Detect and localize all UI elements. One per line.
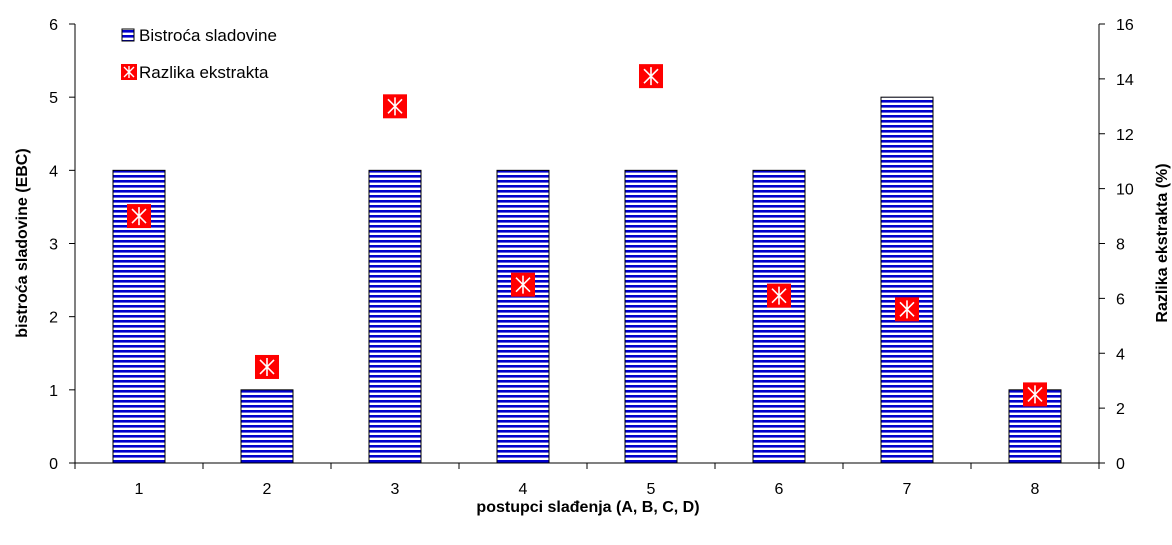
legend-label-markers: Razlika ekstrakta <box>139 63 269 82</box>
y-tick-label: 1 <box>49 383 58 400</box>
y-tick-label: 0 <box>49 456 58 473</box>
y2-tick-label: 4 <box>1116 346 1125 363</box>
y2-tick-label: 2 <box>1116 401 1125 418</box>
y-tick-label: 6 <box>49 17 58 34</box>
bar <box>368 169 422 464</box>
x-tick-label: 3 <box>391 481 400 498</box>
y-tick-label: 4 <box>49 163 58 180</box>
bar <box>880 96 934 464</box>
x-tick-label: 5 <box>647 481 656 498</box>
y2-tick-label: 8 <box>1116 237 1125 254</box>
bar <box>624 169 678 464</box>
legend: Bistroća sladovine Razlika ekstrakta <box>121 26 277 82</box>
data-point <box>895 297 919 322</box>
data-point <box>383 94 407 119</box>
x-tick-label: 2 <box>263 481 272 498</box>
bar <box>496 169 550 464</box>
bar <box>752 169 806 464</box>
y2-tick-label: 14 <box>1116 72 1134 89</box>
data-point <box>511 272 535 297</box>
legend-marker-swatch <box>121 64 137 80</box>
x-tick-label: 7 <box>903 481 912 498</box>
y2-axis-title: Razlika ekstrakta (%) <box>1154 163 1171 322</box>
y2-tick-label: 0 <box>1116 456 1125 473</box>
data-point <box>1023 382 1047 407</box>
legend-bar-swatch <box>121 28 135 42</box>
legend-label-bars: Bistroća sladovine <box>139 26 277 45</box>
data-point <box>255 354 279 379</box>
y-tick-label: 5 <box>49 90 58 107</box>
y2-tick-label: 10 <box>1116 182 1134 199</box>
bar-series <box>112 96 1062 464</box>
plot-frame <box>74 24 1100 464</box>
y-tick-label: 3 <box>49 237 58 254</box>
y2-tick-label: 6 <box>1116 291 1125 308</box>
y2-tick-label: 16 <box>1116 17 1134 34</box>
y-axis-title: bistroća sladovine (EBC) <box>14 148 31 337</box>
x-axis-title: postupci slađenja (A, B, C, D) <box>476 499 699 516</box>
data-point <box>127 204 151 229</box>
bar <box>240 389 294 464</box>
marker-series <box>127 64 1047 407</box>
x-tick-label: 6 <box>775 481 784 498</box>
x-tick-label: 1 <box>135 481 144 498</box>
y2-tick-label: 12 <box>1116 127 1134 144</box>
y-tick-label: 2 <box>49 310 58 327</box>
x-tick-label: 4 <box>519 481 528 498</box>
x-tick-label: 8 <box>1031 481 1040 498</box>
data-point <box>639 64 663 89</box>
data-point <box>767 283 791 308</box>
